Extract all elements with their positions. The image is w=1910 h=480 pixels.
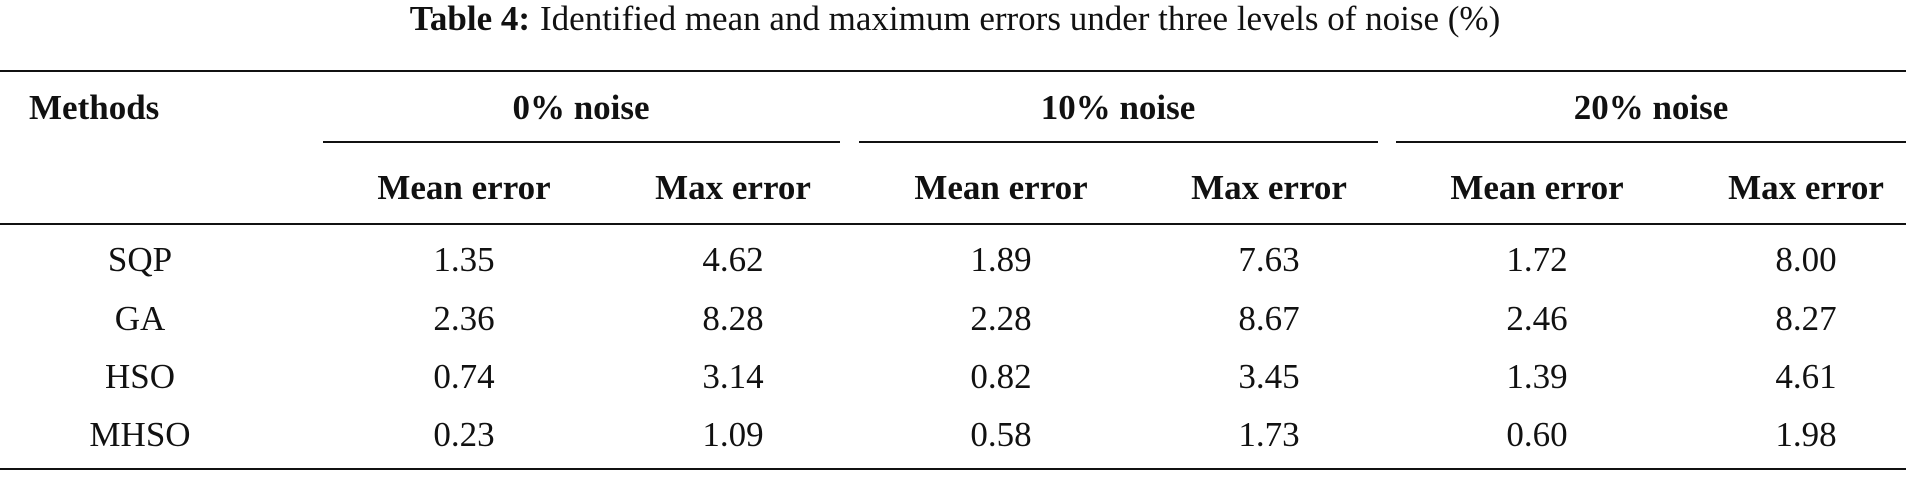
cell: 4.62 — [702, 240, 763, 279]
cell: 1.73 — [1238, 415, 1299, 454]
cell: 8.28 — [702, 299, 763, 338]
cell: 8.00 — [1775, 240, 1836, 279]
column-header: Mean error — [1450, 168, 1623, 207]
cell: 1.89 — [970, 240, 1031, 279]
group-header: 10% noise — [1041, 88, 1196, 127]
column-header: Max error — [1728, 168, 1884, 207]
caption-text: Identified mean and maximum errors under… — [540, 0, 1500, 38]
cell: 2.36 — [433, 299, 494, 338]
cell: 1.72 — [1506, 240, 1567, 279]
row-header: Methods — [29, 88, 159, 127]
row-label: GA — [115, 299, 166, 338]
row-label: MHSO — [89, 415, 190, 454]
cell: 0.58 — [970, 415, 1031, 454]
cell: 2.28 — [970, 299, 1031, 338]
cell: 7.63 — [1238, 240, 1299, 279]
column-header: Mean error — [377, 168, 550, 207]
row-label: HSO — [105, 357, 175, 396]
cell: 0.82 — [970, 357, 1031, 396]
column-header: Mean error — [914, 168, 1087, 207]
column-header: Max error — [1191, 168, 1347, 207]
column-header: Max error — [655, 168, 811, 207]
caption-label: Table 4: — [410, 0, 530, 38]
cell: 3.14 — [702, 357, 763, 396]
cell: 1.39 — [1506, 357, 1567, 396]
row-label: SQP — [108, 240, 172, 279]
cell: 1.09 — [702, 415, 763, 454]
group-header: 0% noise — [512, 88, 649, 127]
cell: 3.45 — [1238, 357, 1299, 396]
cell: 8.27 — [1775, 299, 1836, 338]
cell: 8.67 — [1238, 299, 1299, 338]
cell: 0.74 — [433, 357, 494, 396]
cell: 0.60 — [1506, 415, 1567, 454]
cell: 2.46 — [1506, 299, 1567, 338]
cell: 1.35 — [433, 240, 494, 279]
cell: 1.98 — [1775, 415, 1836, 454]
cell: 4.61 — [1775, 357, 1836, 396]
cell: 0.23 — [433, 415, 494, 454]
caption: Table 4: Identified mean and maximum erro… — [410, 0, 1500, 38]
group-header: 20% noise — [1574, 88, 1729, 127]
